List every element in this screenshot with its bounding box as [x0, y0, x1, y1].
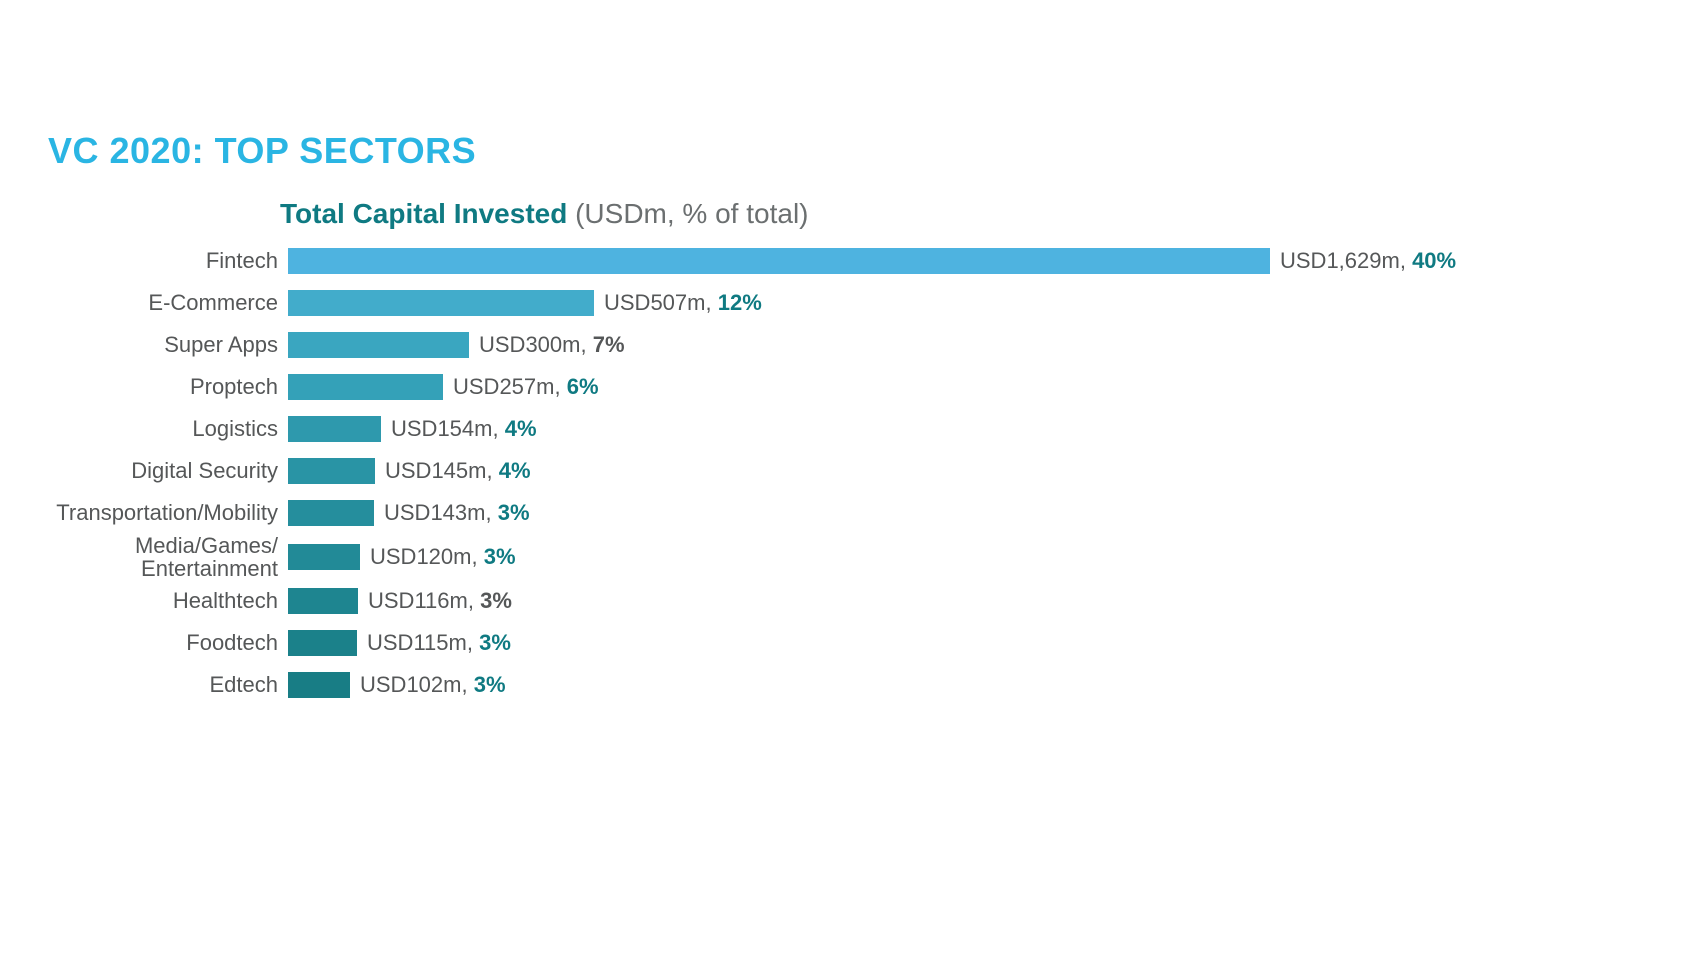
page-title: VC 2020: TOP SECTORS [48, 130, 476, 172]
bar-label: Fintech [40, 249, 288, 272]
bar-wrap [288, 374, 443, 400]
bar-row: Healthtech USD116m, 3% [40, 580, 1660, 622]
bar-value: USD507m, 12% [594, 290, 762, 316]
value-amount: USD154m, [391, 416, 505, 441]
value-amount: USD115m, [367, 630, 479, 655]
bar-value: USD116m, 3% [358, 588, 512, 614]
bar-label: Media/Games/Entertainment [40, 534, 288, 580]
value-percent: 3% [474, 672, 506, 697]
bar-row: Fintech USD1,629m, 40% [40, 240, 1660, 282]
value-percent: 12% [718, 290, 762, 315]
bar-wrap [288, 416, 381, 442]
bar-label: Healthtech [40, 589, 288, 612]
value-amount: USD116m, [368, 588, 480, 613]
bar [288, 332, 469, 358]
value-percent: 6% [567, 374, 599, 399]
bar-label: Super Apps [40, 333, 288, 356]
bar-value: USD154m, 4% [381, 416, 537, 442]
value-percent: 3% [484, 544, 516, 569]
value-amount: USD145m, [385, 458, 499, 483]
value-percent: 3% [498, 500, 530, 525]
bar-value: USD143m, 3% [374, 500, 530, 526]
subtitle-rest: (USDm, % of total) [567, 198, 808, 229]
chart-subtitle: Total Capital Invested (USDm, % of total… [280, 198, 809, 230]
bar-label: Logistics [40, 417, 288, 440]
bar-value: USD145m, 4% [375, 458, 531, 484]
bar-value: USD115m, 3% [357, 630, 511, 656]
bar-row: Edtech USD102m, 3% [40, 664, 1660, 706]
page: VC 2020: TOP SECTORS Total Capital Inves… [0, 0, 1706, 960]
bar-label: Foodtech [40, 631, 288, 654]
bar-value: USD257m, 6% [443, 374, 599, 400]
bar-row: Foodtech USD115m, 3% [40, 622, 1660, 664]
bar-row: Proptech USD257m, 6% [40, 366, 1660, 408]
bar-row: Media/Games/Entertainment USD120m, 3% [40, 534, 1660, 580]
value-amount: USD507m, [604, 290, 718, 315]
bar-row: E-Commerce USD507m, 12% [40, 282, 1660, 324]
bar [288, 374, 443, 400]
bar-row: Logistics USD154m, 4% [40, 408, 1660, 450]
bar-wrap [288, 290, 594, 316]
bar-label: E-Commerce [40, 291, 288, 314]
bar [288, 544, 360, 570]
value-amount: USD257m, [453, 374, 567, 399]
bar-wrap [288, 500, 374, 526]
value-percent: 40% [1412, 248, 1456, 273]
bar [288, 458, 375, 484]
bar-wrap [288, 544, 360, 570]
bar [288, 416, 381, 442]
bar-label: Proptech [40, 375, 288, 398]
bar-chart: Fintech USD1,629m, 40% E-Commerce USD507m, … [40, 240, 1660, 706]
bar-row: Digital Security USD145m, 4% [40, 450, 1660, 492]
subtitle-bold: Total Capital Invested [280, 198, 567, 229]
bar-value: USD120m, 3% [360, 544, 516, 570]
bar [288, 630, 357, 656]
bar-wrap [288, 672, 350, 698]
bar [288, 248, 1270, 274]
value-amount: USD120m, [370, 544, 484, 569]
value-amount: USD143m, [384, 500, 498, 525]
bar [288, 588, 358, 614]
bar-value: USD300m, 7% [469, 332, 625, 358]
bar-wrap [288, 588, 358, 614]
value-percent: 4% [499, 458, 531, 483]
value-percent: 3% [480, 588, 512, 613]
bar [288, 500, 374, 526]
value-amount: USD300m, [479, 332, 593, 357]
bar [288, 290, 594, 316]
bar-label: Edtech [40, 673, 288, 696]
bar-wrap [288, 248, 1270, 274]
bar-wrap [288, 458, 375, 484]
bar-row: Super Apps USD300m, 7% [40, 324, 1660, 366]
value-percent: 7% [593, 332, 625, 357]
bar-label: Transportation/Mobility [40, 501, 288, 524]
value-amount: USD1,629m, [1280, 248, 1412, 273]
bar-value: USD1,629m, 40% [1270, 248, 1456, 274]
bar-value: USD102m, 3% [350, 672, 506, 698]
bar-wrap [288, 630, 357, 656]
bar [288, 672, 350, 698]
bar-label: Digital Security [40, 459, 288, 482]
bar-row: Transportation/Mobility USD143m, 3% [40, 492, 1660, 534]
value-amount: USD102m, [360, 672, 474, 697]
bar-wrap [288, 332, 469, 358]
value-percent: 4% [505, 416, 537, 441]
value-percent: 3% [479, 630, 511, 655]
